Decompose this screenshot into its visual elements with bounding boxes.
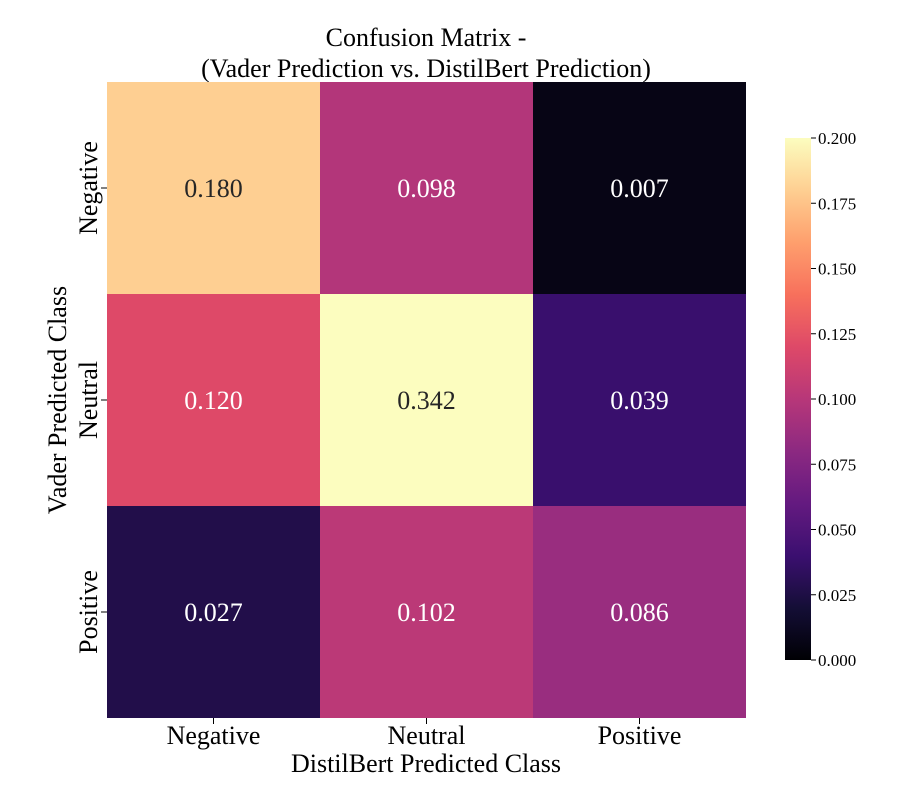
x-tick-labels: Negative Neutral Positive — [167, 718, 682, 750]
y-axis-label: Vader Predicted Class — [43, 286, 72, 514]
cell-value-label: 0.039 — [610, 386, 669, 415]
chart-title: Confusion Matrix - — [326, 23, 527, 52]
heatmap-cell — [107, 506, 320, 718]
x-axis-label: DistilBert Predicted Class — [291, 749, 561, 778]
heatmap-cell — [533, 294, 746, 506]
x-tick-label: Positive — [598, 721, 682, 750]
x-tick-label: Neutral — [388, 721, 466, 750]
heatmap-cell — [107, 294, 320, 506]
colorbar-tick-label: 0.150 — [818, 260, 856, 279]
cell-value-label: 0.007 — [610, 174, 669, 203]
cell-value-label: 0.098 — [397, 174, 456, 203]
y-tick-label: Negative — [74, 141, 103, 235]
heatmap-cell — [533, 506, 746, 718]
cell-value-label: 0.086 — [610, 598, 669, 627]
colorbar: 0.000 0.025 0.050 0.075 0.100 0.125 0.150 0.175… — [785, 129, 856, 670]
y-tick-label: Neutral — [74, 361, 103, 439]
x-tick-label: Negative — [167, 721, 261, 750]
colorbar-tick-label: 0.025 — [818, 586, 856, 605]
heatmap-cell — [320, 506, 533, 718]
y-tick-label: Positive — [74, 570, 103, 654]
heatmap-cell — [320, 294, 533, 506]
cell-value-label: 0.120 — [184, 386, 243, 415]
heatmap-cell — [320, 82, 533, 294]
heatmap-cells: 0.180 0.098 0.007 0.120 0.342 0.039 0.027 0.102… — [107, 82, 746, 718]
cell-value-label: 0.342 — [397, 386, 456, 415]
colorbar-tick-label: 0.175 — [818, 194, 856, 213]
colorbar-tick-label: 0.050 — [818, 521, 856, 540]
heatmap-cell — [107, 82, 320, 294]
colorbar-tick-label: 0.075 — [818, 455, 856, 474]
cell-value-label: 0.027 — [184, 598, 243, 627]
colorbar-gradient — [785, 138, 811, 660]
colorbar-tick-label: 0.200 — [818, 129, 856, 148]
chart-subtitle: (Vader Prediction vs. DistilBert Predict… — [201, 54, 651, 83]
colorbar-tick-label: 0.125 — [818, 325, 856, 344]
colorbar-tick-label: 0.000 — [818, 651, 856, 670]
cell-value-label: 0.102 — [397, 598, 456, 627]
y-tick-labels: Negative Neutral Positive — [74, 141, 107, 654]
colorbar-tick-label: 0.100 — [818, 390, 856, 409]
heatmap-cell — [533, 82, 746, 294]
cell-value-label: 0.180 — [184, 174, 243, 203]
